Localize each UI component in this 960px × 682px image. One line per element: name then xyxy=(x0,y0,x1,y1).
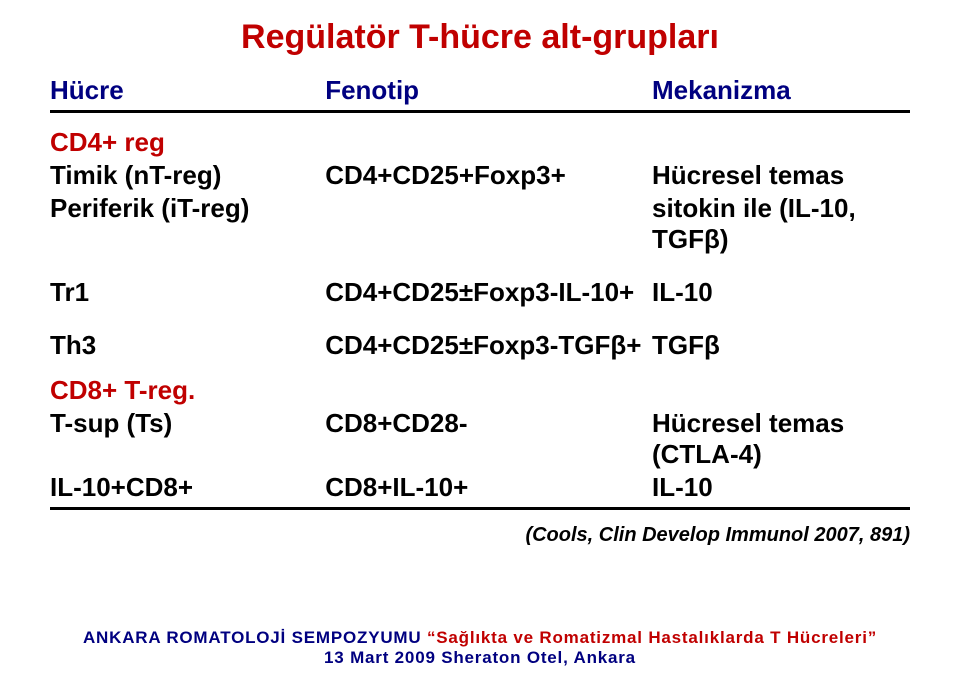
table-row: T-sup (Ts) CD8+CD28- Hücresel temas (CTL… xyxy=(50,408,910,470)
table-row: Th3 CD4+CD25±Foxp3-TGFβ+ TGFβ xyxy=(50,330,910,361)
cell: IL-10+CD8+ xyxy=(50,472,325,503)
footer-theme: “Sağlıkta ve Romatizmal Hastalıklarda T … xyxy=(427,628,877,647)
cell: T-sup (Ts) xyxy=(50,408,325,470)
table-row: Timik (nT-reg) CD4+CD25+Foxp3+ Hücresel … xyxy=(50,160,910,191)
spacer xyxy=(50,255,910,275)
footer-date: 13 Mart 2009 Sheraton Otel, Ankara xyxy=(0,648,960,668)
citation: (Cools, Clin Develop Immunol 2007, 891) xyxy=(50,524,910,547)
header-cell: Hücre xyxy=(50,75,325,106)
cell: IL-10 xyxy=(652,277,910,308)
footer-line: ANKARA ROMATOLOJİ SEMPOZYUMU “Sağlıkta v… xyxy=(0,628,960,648)
section-label: CD8+ T-reg. xyxy=(50,375,910,406)
cell: CD4+CD25±Foxp3-TGFβ+ xyxy=(325,330,652,361)
cell: TGFβ xyxy=(652,330,910,361)
divider xyxy=(50,507,910,510)
cell: Periferik (iT-reg) xyxy=(50,193,325,255)
spacer xyxy=(50,308,910,328)
header-cell: Fenotip xyxy=(325,75,652,106)
cell: Hücresel temas xyxy=(652,160,910,191)
slide: Regülatör T-hücre alt-grupları Hücre Fen… xyxy=(0,0,960,682)
header-cell: Mekanizma xyxy=(652,75,910,106)
cell: Th3 xyxy=(50,330,325,361)
cell: Hücresel temas (CTLA-4) xyxy=(652,408,910,470)
table-row: Tr1 CD4+CD25±Foxp3-IL-10+ IL-10 xyxy=(50,277,910,308)
cell: sitokin ile (IL-10, TGFβ) xyxy=(652,193,910,255)
table-header: Hücre Fenotip Mekanizma xyxy=(50,75,910,106)
footer-conf: ANKARA ROMATOLOJİ SEMPOZYUMU xyxy=(83,628,427,647)
divider xyxy=(50,110,910,113)
table-row: IL-10+CD8+ CD8+IL-10+ IL-10 xyxy=(50,472,910,503)
cell: CD4+CD25+Foxp3+ xyxy=(325,160,652,191)
cell: IL-10 xyxy=(652,472,910,503)
footer: ANKARA ROMATOLOJİ SEMPOZYUMU “Sağlıkta v… xyxy=(0,628,960,668)
cell: CD4+CD25±Foxp3-IL-10+ xyxy=(325,277,652,308)
cell: Tr1 xyxy=(50,277,325,308)
cell: CD8+IL-10+ xyxy=(325,472,652,503)
section-label: CD4+ reg xyxy=(50,127,910,158)
cell: CD8+CD28- xyxy=(325,408,652,470)
cell: Timik (nT-reg) xyxy=(50,160,325,191)
cell xyxy=(325,193,652,255)
slide-title: Regülatör T-hücre alt-grupları xyxy=(50,18,910,57)
table-row: Periferik (iT-reg) sitokin ile (IL-10, T… xyxy=(50,193,910,255)
